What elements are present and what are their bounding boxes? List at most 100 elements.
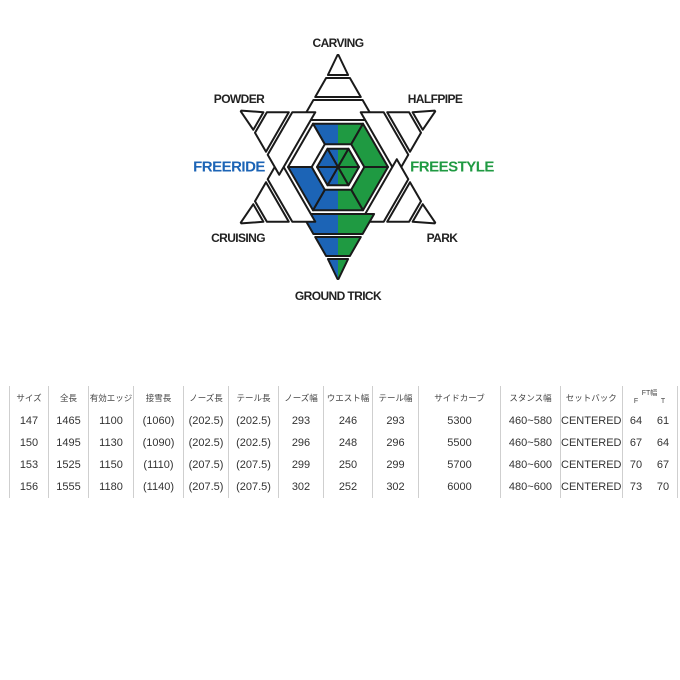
table-cell: CENTERED	[560, 410, 623, 432]
table-row: 156 1555 1180 (1140) (207.5) (207.5) 302 252 302…	[9, 476, 678, 498]
ft-value: 64	[629, 415, 643, 427]
arm-segment	[239, 109, 265, 131]
column-header: FT幅 F T	[621, 386, 678, 410]
column-header: スタンス幅	[500, 386, 561, 410]
table-row: 150 1495 1130 (1090) (202.5) (202.5) 296 248 296…	[9, 432, 678, 454]
ring-segment	[287, 122, 326, 168]
ft-value: 61	[656, 415, 670, 427]
spec-table: サイズ 全長 有効エッジ 接雪長 ノーズ長 テール長 ノーズ幅 ウエスト幅 テール幅 サイドカーブ…	[9, 386, 678, 498]
table-cell: (202.5)	[228, 432, 279, 454]
table-cell: 1130	[88, 432, 134, 454]
arm-segment	[239, 203, 265, 225]
core-segment	[316, 147, 339, 168]
table-row: 153 1525 1150 (1110) (207.5) (207.5) 299 250 299…	[9, 454, 678, 476]
column-header: 全長	[48, 386, 89, 410]
column-header: セットバック	[560, 386, 623, 410]
ft-value: 70	[656, 481, 670, 493]
table-cell: (207.5)	[228, 454, 279, 476]
table-cell: 480~600	[500, 454, 561, 476]
table-cell: CENTERED	[560, 432, 623, 454]
axis-label-powder: POWDER	[213, 92, 265, 106]
arm-segment	[314, 236, 362, 257]
arm-segment	[254, 181, 290, 223]
table-cell: 250	[323, 454, 373, 476]
table-cell: CENTERED	[560, 476, 623, 498]
arm-segment	[326, 54, 350, 76]
axis-label-cruising: CRUISING	[211, 231, 265, 245]
arm-segment	[254, 111, 290, 153]
ft-value: 73	[629, 481, 643, 493]
column-header: ノーズ幅	[278, 386, 324, 410]
table-cell: 1180	[88, 476, 134, 498]
table-cell: CENTERED	[560, 454, 623, 476]
freeride-label: FREERIDE	[193, 158, 265, 176]
table-cell: 302	[278, 476, 324, 498]
column-header: テール長	[228, 386, 279, 410]
table-cell: 252	[323, 476, 373, 498]
ft-value: 67	[656, 459, 670, 471]
arm-segment	[300, 213, 376, 235]
table-cell: 480~600	[500, 476, 561, 498]
table-cell: 248	[323, 432, 373, 454]
table-cell: (1110)	[133, 454, 184, 476]
table-cell: 5700	[418, 454, 501, 476]
freestyle-label: FREESTYLE	[410, 158, 494, 176]
arm-segment	[326, 258, 350, 280]
table-cell: 293	[278, 410, 324, 432]
table-cell: 5500	[418, 432, 501, 454]
table-cell: 1555	[48, 476, 89, 498]
ft-value: 64	[656, 437, 670, 449]
column-header: サイズ	[9, 386, 49, 410]
table-cell: 293	[372, 410, 419, 432]
column-header: 接雪長	[133, 386, 184, 410]
table-cell-ft: 73 70	[621, 476, 678, 498]
ft-value: 67	[629, 437, 643, 449]
axis-label-park: PARK	[426, 231, 458, 245]
axis-label-ground-trick: GROUND TRICK	[294, 289, 382, 303]
ft-header: FT幅	[641, 390, 658, 397]
style-rating-hexagram	[239, 54, 437, 280]
arm-segment	[300, 99, 376, 121]
column-header: サイドカーブ	[418, 386, 501, 410]
table-cell: 302	[372, 476, 419, 498]
arm-segment	[411, 109, 437, 131]
table-cell: (207.5)	[228, 476, 279, 498]
table-cell: 299	[278, 454, 324, 476]
table-row: 147 1465 1100 (1060) (202.5) (202.5) 293 246 293…	[9, 410, 678, 432]
table-cell: (1060)	[133, 410, 184, 432]
table-cell: 1465	[48, 410, 89, 432]
table-cell: 150	[9, 432, 49, 454]
arm-segment	[359, 158, 410, 223]
ft-subheader: T	[660, 398, 666, 405]
table-cell: 147	[9, 410, 49, 432]
arm-segment	[386, 111, 422, 153]
table-cell-ft: 64 61	[621, 410, 678, 432]
table-cell-ft: 67 64	[621, 432, 678, 454]
ft-subheader: F	[633, 398, 639, 405]
table-cell: 153	[9, 454, 49, 476]
table-cell: 460~580	[500, 410, 561, 432]
axis-label-carving: CARVING	[312, 36, 365, 50]
table-cell: 1525	[48, 454, 89, 476]
column-header: テール幅	[372, 386, 419, 410]
arm-segment	[266, 111, 317, 176]
table-cell: (207.5)	[183, 454, 229, 476]
ft-value: 70	[629, 459, 643, 471]
table-cell: 299	[372, 454, 419, 476]
arm-segment	[411, 203, 437, 225]
table-cell: (202.5)	[228, 410, 279, 432]
table-cell: 460~580	[500, 432, 561, 454]
axis-label-halfpipe: HALFPIPE	[407, 92, 463, 106]
column-header: ノーズ長	[183, 386, 229, 410]
table-cell: 296	[372, 432, 419, 454]
table-cell: 156	[9, 476, 49, 498]
column-header: ウエスト幅	[323, 386, 373, 410]
table-cell: (1140)	[133, 476, 184, 498]
table-cell: 296	[278, 432, 324, 454]
table-cell: 1150	[88, 454, 134, 476]
table-cell: 5300	[418, 410, 501, 432]
table-cell: (1090)	[133, 432, 184, 454]
arm-segment	[386, 181, 422, 223]
table-cell: 6000	[418, 476, 501, 498]
table-cell: (207.5)	[183, 476, 229, 498]
